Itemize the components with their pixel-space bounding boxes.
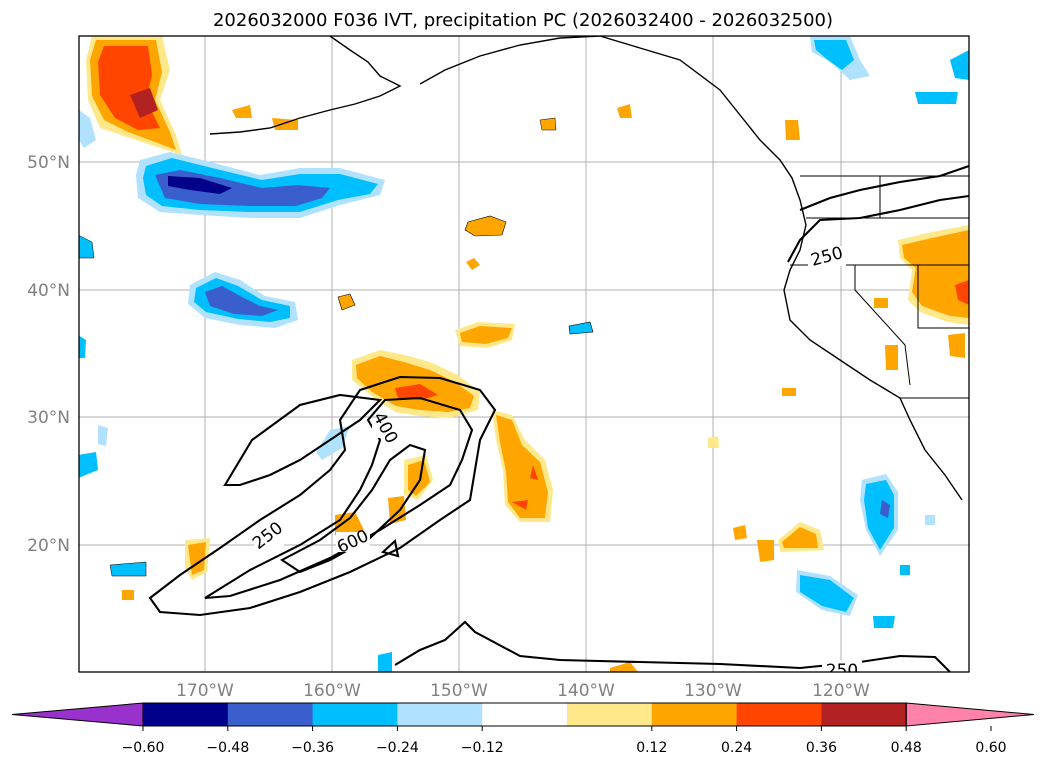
map-title: 2026032000 F036 IVT, precipitation PC (2… bbox=[213, 10, 833, 31]
lon-label-160w: 160°W bbox=[303, 681, 361, 701]
map-area bbox=[79, 36, 969, 672]
ivt-contour-250-north bbox=[799, 165, 969, 211]
label-bg-250-coast bbox=[808, 246, 846, 266]
colorbar-segment bbox=[482, 703, 568, 726]
ivt-contours bbox=[148, 165, 969, 672]
colorbar-segment bbox=[567, 703, 653, 726]
lat-labels: 50°N 40°N 30°N 20°N bbox=[27, 153, 70, 556]
label-bg-250-south bbox=[822, 660, 862, 672]
lon-label-140w: 140°W bbox=[557, 681, 615, 701]
colorbar-tick-label: −0.12 bbox=[461, 740, 504, 756]
colorbar-tick-label: 0.48 bbox=[891, 740, 922, 756]
colorbar-segment bbox=[397, 703, 483, 726]
colorbar-tick-label: −0.36 bbox=[291, 740, 334, 756]
colorbar-segment bbox=[821, 703, 907, 726]
colorbar-segment bbox=[736, 703, 822, 726]
colorbar-tick-label: −0.60 bbox=[122, 740, 165, 756]
map-content: 400 250 600 250 250 bbox=[79, 36, 969, 681]
lat-label-20n: 20°N bbox=[27, 536, 70, 556]
colorbar-segment bbox=[312, 703, 398, 726]
colorbar-border bbox=[142, 702, 907, 727]
ivt-contour-250-coast bbox=[787, 194, 969, 263]
precip-region-blue-band-48n bbox=[136, 152, 385, 218]
lat-label-30n: 30°N bbox=[27, 408, 70, 428]
precip-region-east-27n bbox=[492, 410, 553, 522]
lat-label-50n: 50°N bbox=[27, 153, 70, 173]
lat-label-40n: 40°N bbox=[27, 281, 70, 301]
ivt-contour-400 bbox=[204, 396, 474, 600]
colorbar-tick-label: 0.24 bbox=[721, 740, 752, 756]
coastlines bbox=[209, 36, 963, 501]
colorbar-segment bbox=[227, 703, 314, 726]
label-bg-600 bbox=[336, 532, 370, 552]
colorbar-segment bbox=[143, 703, 229, 726]
lon-label-130w: 130°W bbox=[684, 681, 742, 701]
ivt-contour-250-inner bbox=[223, 393, 383, 487]
lon-labels: 170°W 160°W 150°W 140°W 130°W 120°W bbox=[176, 681, 870, 701]
lon-label-150w: 150°W bbox=[430, 681, 488, 701]
ivt-contour-600-small bbox=[380, 538, 400, 558]
precip-region-blue-40n bbox=[188, 272, 298, 328]
precip-small-features bbox=[79, 36, 969, 672]
ivt-contour-600 bbox=[279, 443, 427, 574]
label-bg-400 bbox=[372, 418, 398, 438]
colorbar: −0.60 −0.48 −0.36 −0.24 −0.12 0.12 0.24 0.36 0.4… bbox=[11, 702, 1035, 756]
map-border bbox=[78, 35, 970, 673]
colorbar-tick-label: 0.60 bbox=[975, 740, 1006, 756]
contour-label-250-south: 250 bbox=[826, 661, 858, 681]
precip-region-nw-plume bbox=[79, 36, 182, 155]
colorbar-tick-label: 0.36 bbox=[806, 740, 837, 756]
label-bg-250-sw bbox=[254, 526, 284, 546]
aleutian-chain bbox=[209, 36, 402, 135]
lon-label-170w: 170°W bbox=[176, 681, 234, 701]
colorbar-tick-label: −0.24 bbox=[376, 740, 419, 756]
colorbar-segment bbox=[651, 703, 738, 726]
colorbar-tick-label: −0.48 bbox=[206, 740, 249, 756]
alaska-peninsula bbox=[419, 36, 601, 85]
colorbar-tick-label: 0.12 bbox=[636, 740, 667, 756]
ivt-contour-250-outer bbox=[148, 375, 497, 617]
lon-label-120w: 120°W bbox=[812, 681, 870, 701]
ivt-contour-250-south bbox=[394, 620, 951, 672]
colorbar-extend-high bbox=[905, 702, 1035, 727]
west-coast bbox=[599, 36, 963, 501]
colorbar-extend-low bbox=[11, 702, 144, 727]
